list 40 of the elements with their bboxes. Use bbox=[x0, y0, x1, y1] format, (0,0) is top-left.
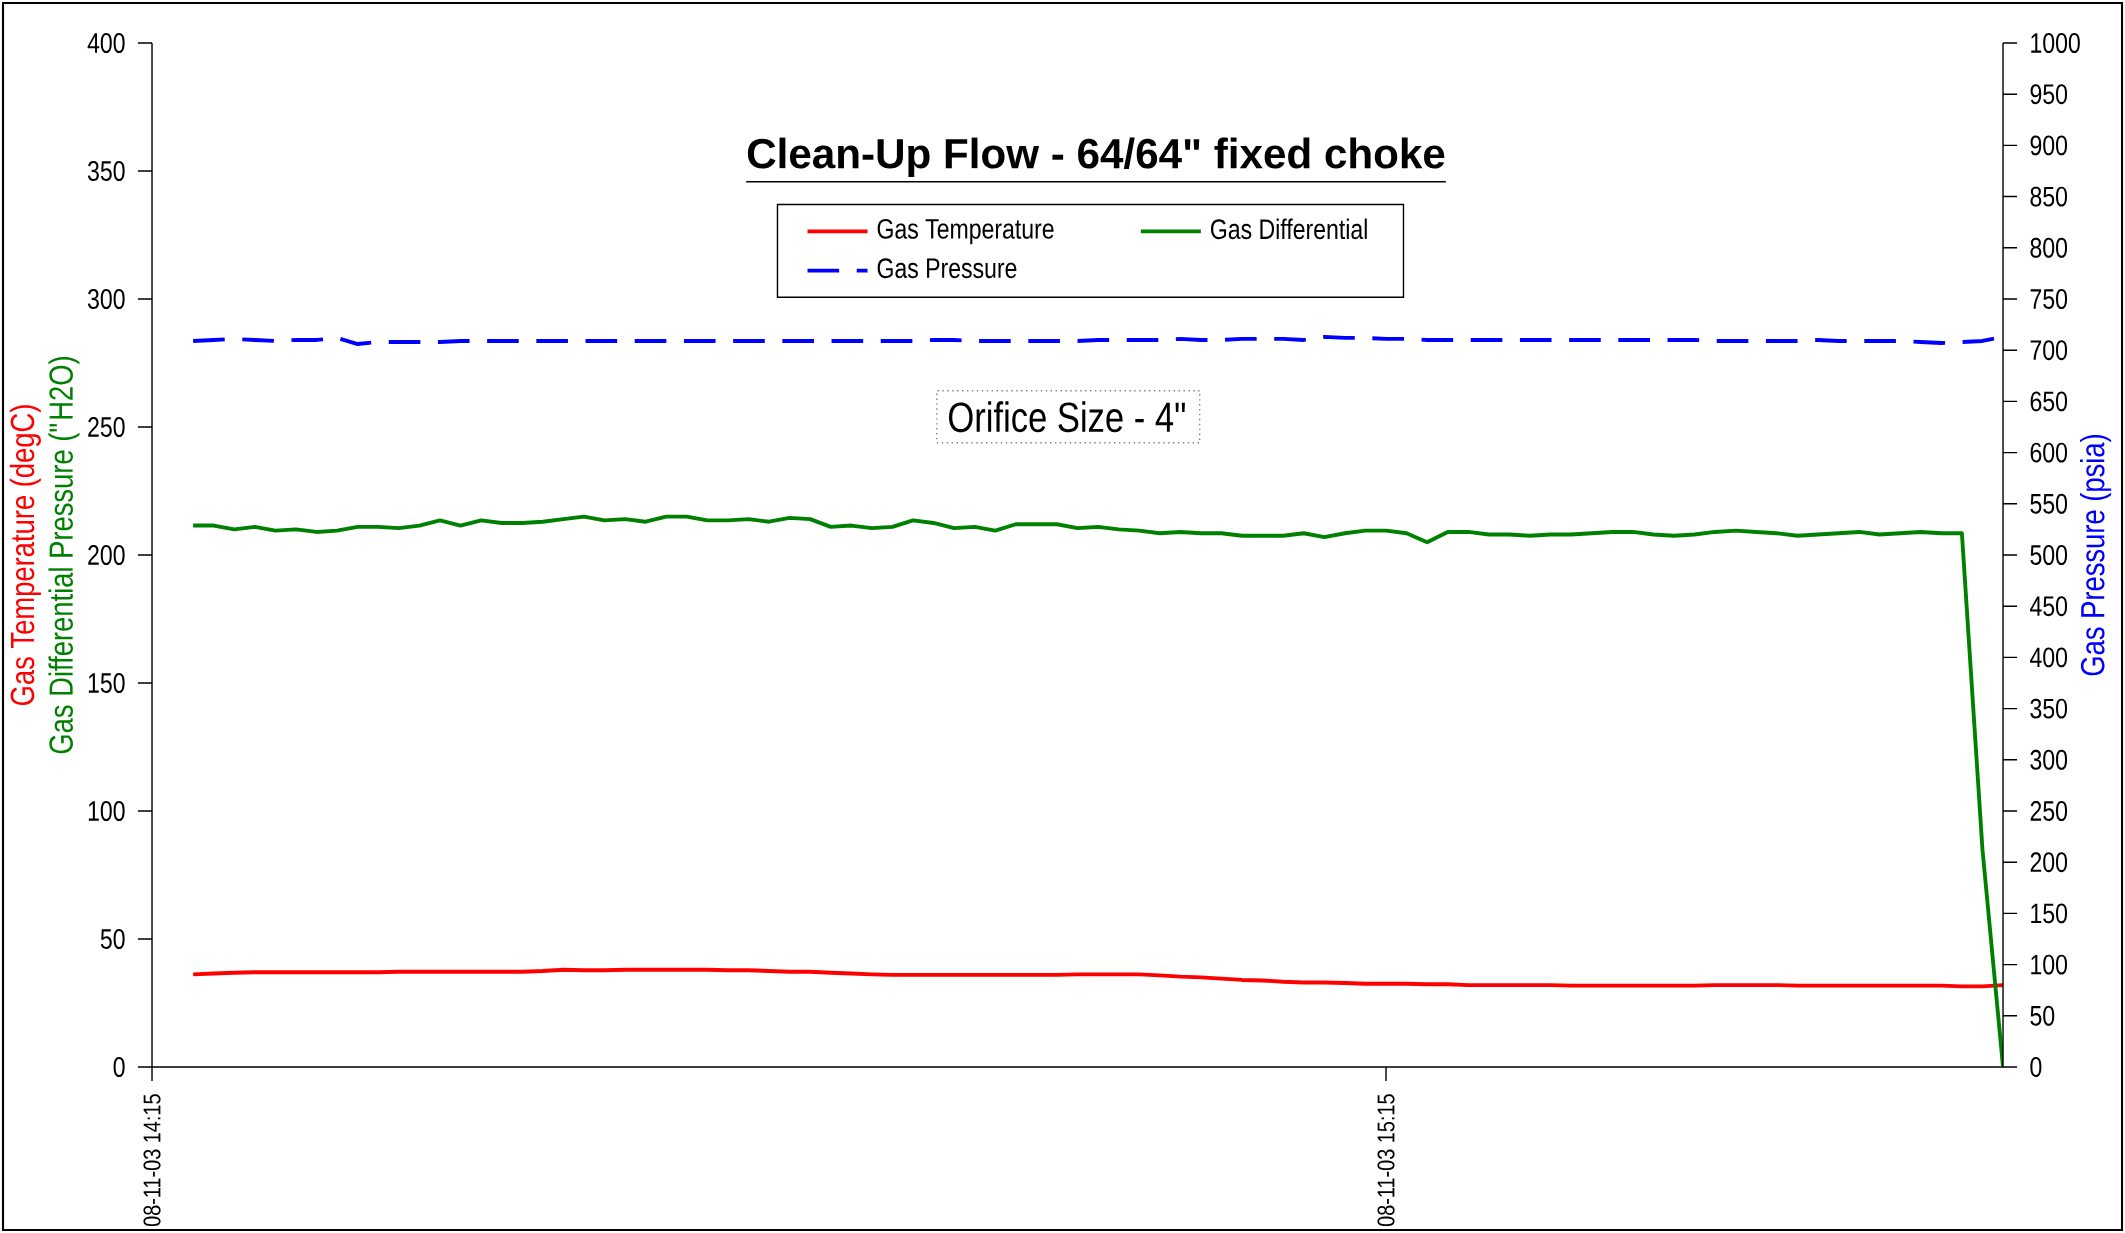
text: Gas Temperature (degC) bbox=[9, 405, 41, 706]
y-tick-label: 300 bbox=[87, 289, 125, 309]
y2-tick-label: 300 bbox=[2030, 749, 2068, 770]
y-tick-label: 400 bbox=[87, 33, 125, 53]
y2-tick-label: 650 bbox=[2030, 391, 2068, 412]
y2-tick-label: 450 bbox=[2030, 596, 2068, 617]
y2-tick-label: 150 bbox=[2031, 903, 2068, 924]
y2-tick-label: 400 bbox=[2030, 647, 2068, 668]
y-tick-label: 350 bbox=[87, 161, 125, 181]
y-tick-label: 0 bbox=[113, 1057, 125, 1077]
y2-tick-label: 1000 bbox=[2031, 33, 2080, 53]
x-tick-label: 08-11-03 14:15 bbox=[143, 1094, 161, 1227]
y2-tick-label: 800 bbox=[2030, 237, 2068, 258]
y2-tick-label: 600 bbox=[2030, 442, 2068, 463]
y-tick-label: 250 bbox=[88, 417, 125, 437]
y2-tick-label: 0 bbox=[2030, 1057, 2042, 1077]
y2-tick-label: 350 bbox=[2030, 698, 2068, 719]
y2-tick-label: 250 bbox=[2030, 801, 2068, 821]
legend-label: Gas Differential bbox=[1211, 218, 1367, 240]
y2-tick-label: 950 bbox=[2030, 84, 2068, 105]
y2-tick-label: 50 bbox=[2030, 1005, 2055, 1026]
y2-axis-title: Gas Pressure (psia) bbox=[2080, 434, 2112, 676]
x-tick-label: 08-11-03 15:15 bbox=[1377, 1094, 1395, 1227]
y-tick-label: 100 bbox=[88, 801, 125, 821]
y2-tick-label: 200 bbox=[2030, 852, 2068, 873]
y-tick-label: 50 bbox=[100, 929, 125, 949]
y2-tick-label: 500 bbox=[2030, 545, 2068, 565]
y2-tick-label: 900 bbox=[2030, 135, 2068, 156]
y2-tick-label: 750 bbox=[2030, 289, 2068, 309]
legend-label: Gas Temperature bbox=[877, 218, 1054, 245]
text: Clean-Up Flow - 64/64" fixed choke bbox=[747, 137, 1445, 177]
y2-tick-label: 100 bbox=[2031, 954, 2068, 975]
y2-tick-label: 700 bbox=[2030, 340, 2068, 361]
y2-tick-label: 550 bbox=[2030, 493, 2068, 514]
legend-label: Gas Pressure bbox=[877, 258, 1017, 279]
text: Gas Differential Pressure ("H2O) bbox=[48, 357, 80, 754]
annotation: Orifice Size - 4" bbox=[949, 401, 1185, 433]
y-tick-label: 150 bbox=[88, 673, 125, 693]
y-tick-label: 200 bbox=[88, 545, 125, 565]
y2-tick-label: 850 bbox=[2030, 186, 2068, 207]
